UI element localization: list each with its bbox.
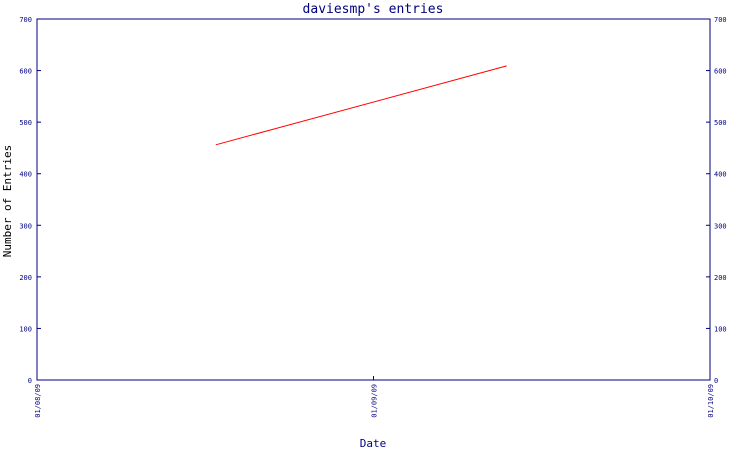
- y-tick-label-left-7: 700: [19, 16, 32, 24]
- y-tick-label-right-5: 500: [714, 119, 727, 127]
- y-tick-label-right-2: 200: [714, 274, 727, 282]
- y-tick-label-right-0: 0: [714, 377, 718, 385]
- y-tick-label-right-3: 300: [714, 222, 727, 230]
- chart-title: daviesmp's entries: [303, 2, 444, 17]
- chart-marks: 0 0 100 100 200 200 300 300 400 400 500 500 600 600 70…: [19, 16, 726, 418]
- y-tick-label-right-1: 100: [714, 325, 727, 333]
- x-tick-label-2: 01/10/09: [707, 384, 715, 418]
- y-tick-label-right-7: 700: [714, 16, 727, 24]
- y-tick-label-left-5: 500: [19, 119, 32, 127]
- y-tick-label-left-2: 200: [19, 274, 32, 282]
- y-tick-label-left-3: 300: [19, 222, 32, 230]
- x-tick-label-1: 01/09/09: [371, 384, 379, 418]
- y-tick-label-right-6: 600: [714, 68, 727, 76]
- y-tick-label-right-4: 400: [714, 171, 727, 179]
- x-tick-label-0: 01/08/09: [34, 384, 42, 418]
- y-tick-label-left-6: 600: [19, 68, 32, 76]
- y-tick-label-left-0: 0: [28, 377, 32, 385]
- y-axis-label: Number of Entries: [1, 145, 14, 258]
- series-line-0: [215, 65, 507, 146]
- y-tick-label-left-4: 400: [19, 171, 32, 179]
- plot-area-frame: [36, 18, 711, 381]
- y-tick-label-left-1: 100: [19, 325, 32, 333]
- x-axis-label: Date: [360, 437, 387, 450]
